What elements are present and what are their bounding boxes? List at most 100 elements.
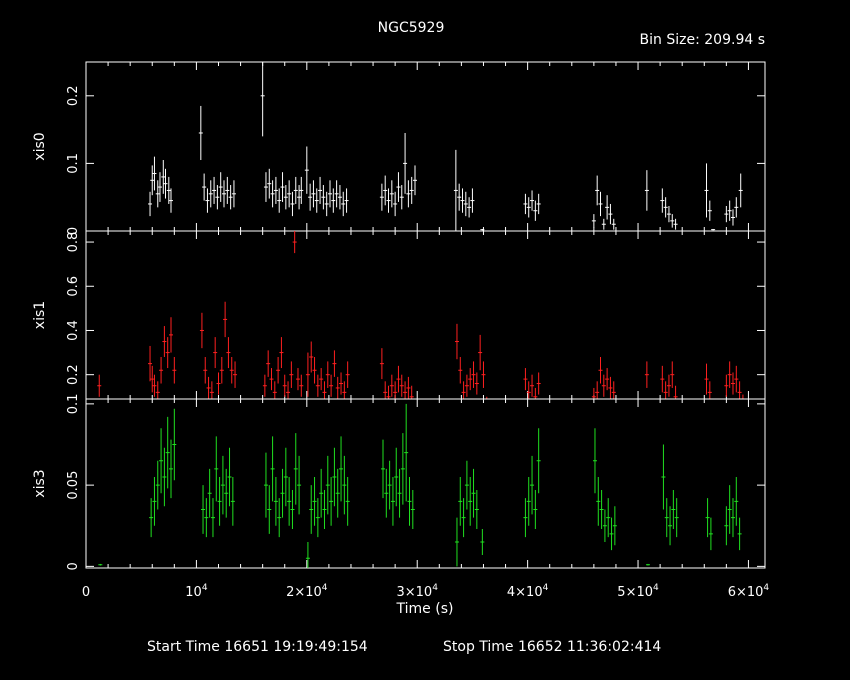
data-point xyxy=(471,468,476,518)
data-point xyxy=(293,176,298,204)
data-point xyxy=(267,485,272,534)
data-point xyxy=(670,361,675,388)
data-point xyxy=(380,439,385,499)
data-point xyxy=(262,374,267,397)
data-point xyxy=(314,188,319,213)
data-point xyxy=(533,387,538,399)
data-point xyxy=(266,350,271,377)
data-point xyxy=(404,403,409,502)
data-point xyxy=(263,452,268,518)
data-point xyxy=(199,312,204,349)
data-point xyxy=(332,447,337,507)
data-point xyxy=(159,428,164,494)
data-point xyxy=(283,185,288,210)
data-point xyxy=(711,228,716,231)
data-point xyxy=(290,490,295,529)
data-point xyxy=(295,368,300,391)
data-point xyxy=(399,185,404,210)
data-point xyxy=(708,517,713,551)
data-point xyxy=(461,381,466,399)
y-axis-label: xis3 xyxy=(32,469,48,497)
data-point xyxy=(148,191,153,217)
data-point xyxy=(210,498,215,538)
data-point xyxy=(225,176,230,204)
data-point xyxy=(286,381,291,399)
data-point xyxy=(674,498,679,538)
data-point xyxy=(322,381,327,399)
data-point xyxy=(664,498,669,538)
y-tick-label: 0.05 xyxy=(66,471,81,500)
data-point xyxy=(383,175,388,206)
data-point xyxy=(671,490,676,529)
data-point xyxy=(595,175,600,206)
data-point xyxy=(606,498,611,538)
y-tick-label: 0.2 xyxy=(66,85,81,106)
data-point xyxy=(287,180,292,208)
data-point xyxy=(150,365,155,393)
data-point xyxy=(724,506,729,546)
data-point xyxy=(287,477,292,526)
data-point xyxy=(312,477,317,526)
data-point xyxy=(163,168,168,199)
data-point xyxy=(339,372,344,395)
data-point xyxy=(480,529,485,555)
data-point xyxy=(165,337,170,369)
data-point xyxy=(150,165,155,196)
x-tick-label: 4×104 xyxy=(507,583,549,600)
data-point xyxy=(205,188,210,213)
x-tick-label: 6×104 xyxy=(728,583,770,600)
data-point xyxy=(608,376,613,399)
data-point xyxy=(707,381,712,399)
data-point xyxy=(644,170,649,211)
data-point xyxy=(267,168,272,199)
data-point xyxy=(263,172,268,202)
data-point xyxy=(162,447,167,507)
x-tick-label: 3×104 xyxy=(396,583,438,600)
data-point xyxy=(705,498,710,538)
data-point xyxy=(218,172,223,202)
data-point xyxy=(329,477,334,526)
data-point xyxy=(277,498,282,538)
data-point xyxy=(161,160,166,194)
data-point xyxy=(98,563,103,566)
x-tick-exponent: 4 xyxy=(763,583,769,593)
data-point xyxy=(166,176,171,204)
data-point xyxy=(523,498,528,538)
y-tick-label: 0 xyxy=(66,562,81,570)
data-point xyxy=(413,165,418,196)
data-point xyxy=(394,447,399,507)
data-point xyxy=(155,460,160,510)
data-point xyxy=(342,381,347,399)
data-point xyxy=(332,350,337,377)
data-point xyxy=(325,455,330,515)
data-point xyxy=(409,176,414,204)
data-point xyxy=(609,517,614,551)
data-point xyxy=(169,439,174,499)
data-point xyxy=(533,490,538,529)
data-point xyxy=(645,563,650,566)
data-point xyxy=(457,183,462,211)
data-point xyxy=(276,357,281,384)
y-tick-label: 0 xyxy=(66,227,81,235)
data-point xyxy=(203,357,208,384)
data-point xyxy=(666,205,671,223)
data-point xyxy=(157,172,162,202)
y-tick-label: 0.4 xyxy=(66,320,81,341)
data-point xyxy=(379,183,384,211)
data-point xyxy=(734,477,739,526)
data-point xyxy=(162,326,167,357)
y-tick-label: 0.8 xyxy=(66,232,81,253)
data-point xyxy=(293,433,298,505)
data-point xyxy=(270,180,275,208)
data-point xyxy=(329,374,334,397)
data-point xyxy=(321,185,326,210)
data-point xyxy=(463,191,468,217)
data-point xyxy=(198,105,203,161)
data-point xyxy=(223,301,228,338)
data-point xyxy=(233,361,238,388)
data-point xyxy=(148,345,153,382)
data-point xyxy=(172,408,177,481)
data-point xyxy=(704,363,709,395)
data-point xyxy=(152,374,157,397)
data-point xyxy=(297,455,302,515)
